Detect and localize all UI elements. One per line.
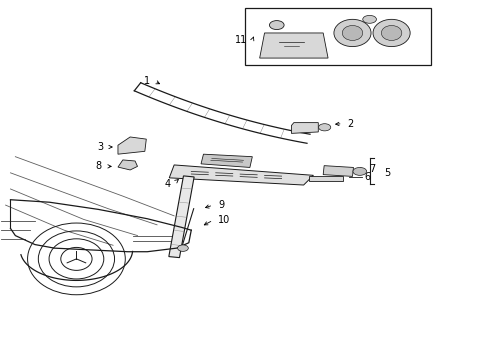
Polygon shape xyxy=(260,33,328,58)
Circle shape xyxy=(373,19,410,46)
Circle shape xyxy=(381,26,402,40)
Polygon shape xyxy=(118,137,147,154)
Ellipse shape xyxy=(177,245,188,251)
Ellipse shape xyxy=(363,15,376,23)
Polygon shape xyxy=(118,160,138,170)
Text: 9: 9 xyxy=(218,200,224,210)
Polygon shape xyxy=(309,176,343,181)
Text: 4: 4 xyxy=(165,179,171,189)
Polygon shape xyxy=(169,165,314,185)
Polygon shape xyxy=(169,176,194,258)
Ellipse shape xyxy=(353,167,367,175)
Text: 6: 6 xyxy=(365,172,371,182)
Text: 5: 5 xyxy=(384,168,391,178)
Text: 10: 10 xyxy=(218,215,230,225)
Polygon shape xyxy=(292,123,319,134)
Text: 8: 8 xyxy=(96,161,102,171)
Circle shape xyxy=(343,26,363,40)
Circle shape xyxy=(334,19,371,46)
Polygon shape xyxy=(323,166,353,176)
Bar xyxy=(245,8,431,65)
Ellipse shape xyxy=(270,21,284,30)
Text: 3: 3 xyxy=(97,142,103,152)
Text: 11: 11 xyxy=(235,35,247,45)
Ellipse shape xyxy=(318,124,331,131)
Text: 1: 1 xyxy=(144,76,150,86)
Text: 2: 2 xyxy=(347,119,354,129)
Polygon shape xyxy=(201,154,252,167)
Text: 7: 7 xyxy=(369,164,376,174)
